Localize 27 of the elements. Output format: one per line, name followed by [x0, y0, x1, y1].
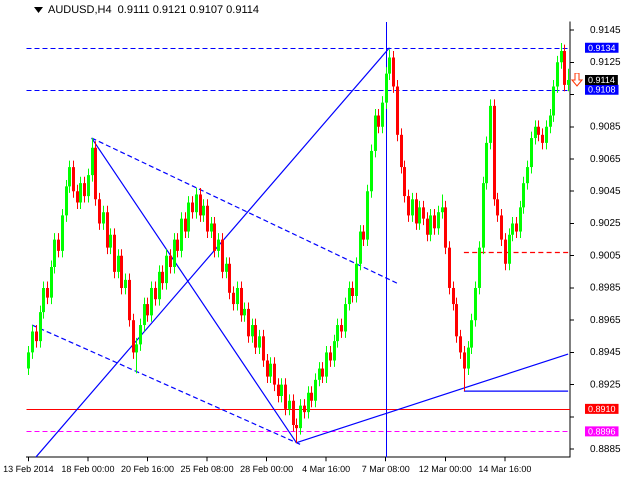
y-tick-label: 0.9125 — [590, 57, 622, 68]
ref-line-label: 0.9134 — [588, 42, 616, 53]
ref-line-label: 0.9108 — [588, 84, 616, 95]
y-tick-label: 0.8965 — [590, 314, 622, 326]
x-tick-label: 20 Feb 16:00 — [120, 464, 174, 474]
x-tick-label: 14 Mar 16:00 — [478, 464, 532, 474]
y-tick-label: 0.9085 — [590, 122, 622, 133]
y-tick-label: 0.9065 — [590, 154, 622, 165]
x-tick-label: 28 Feb 00:00 — [240, 464, 294, 474]
y-tick-label: 0.9025 — [590, 218, 622, 230]
y-tick-label: 0.8985 — [590, 282, 622, 294]
x-tick-label: 7 Mar 08:00 — [362, 464, 410, 474]
ref-line-label: 0.8896 — [588, 426, 616, 436]
x-tick-label: 4 Mar 16:00 — [302, 464, 350, 474]
y-tick-label: 0.9005 — [590, 250, 622, 262]
y-tick-label: 0.8945 — [590, 347, 622, 358]
x-tick-label: 18 Feb 00:00 — [61, 464, 114, 474]
chart-title: AUDUSD,H4 0.9111 0.9121 0.9107 0.9114 — [48, 4, 259, 16]
text: 0.9114 — [588, 75, 615, 86]
y-tick-label: 0.9145 — [590, 24, 622, 36]
y-tick-label: 0.8925 — [590, 379, 622, 390]
y-tick-label: 0.9045 — [590, 186, 622, 197]
y-tick-label: 0.8885 — [590, 444, 622, 455]
x-tick-label: 12 Mar 00:00 — [418, 464, 472, 474]
ref-line-label: 0.8910 — [588, 404, 616, 414]
x-tick-label: 13 Feb 2014 — [3, 464, 54, 474]
x-tick-label: 25 Feb 08:00 — [180, 464, 234, 474]
